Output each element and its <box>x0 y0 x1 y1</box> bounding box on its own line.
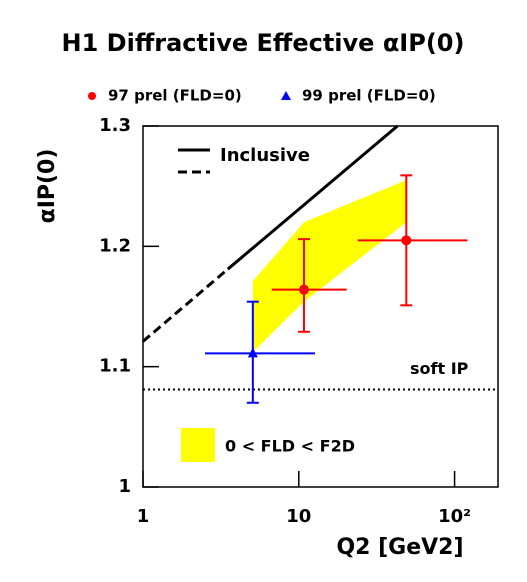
line <box>226 124 399 271</box>
legend-marker <box>281 91 291 100</box>
point <box>298 284 309 295</box>
hline-label: soft IP <box>410 359 469 378</box>
x-tick-label: 1 <box>137 506 150 527</box>
plot-frame <box>142 125 499 488</box>
y-axis-label: αIP(0) <box>35 149 60 224</box>
y-tick-label: 1 <box>118 476 131 497</box>
point <box>401 235 412 246</box>
legend-band-swatch <box>181 428 215 462</box>
legend-marker <box>88 92 96 100</box>
line <box>142 268 229 343</box>
y-tick-label: 1.2 <box>99 235 131 256</box>
legend-label: Inclusive <box>220 145 310 166</box>
chart-title: H1 Diffractive Effective αIP(0) <box>62 29 465 57</box>
legend-label: 97 prel (FLD=0) <box>108 87 242 105</box>
x-tick-label: 10² <box>438 506 471 527</box>
legend-label: 0 < FLD < F2D <box>225 437 355 456</box>
x-tick-label: 10 <box>286 506 311 527</box>
y-tick-label: 1.3 <box>99 115 131 136</box>
legend-label: 99 prel (FLD=0) <box>302 87 436 105</box>
x-axis-label: Q2 [GeV2] <box>336 535 463 560</box>
y-tick-label: 1.1 <box>99 356 131 377</box>
band <box>252 180 407 353</box>
point <box>247 347 258 358</box>
